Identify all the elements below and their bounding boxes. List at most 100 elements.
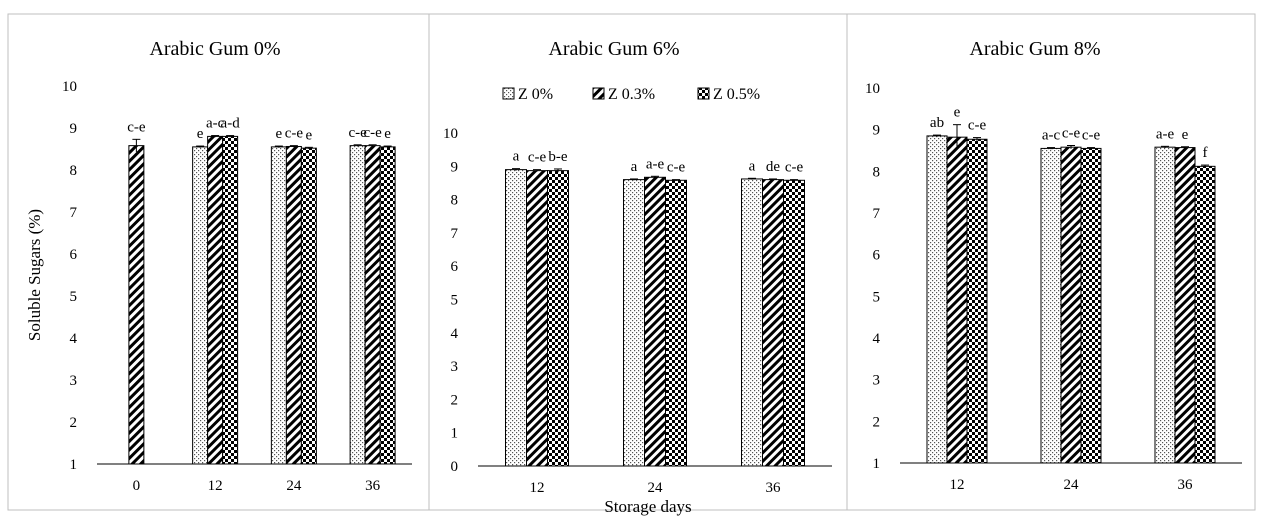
significance-letter: e — [1182, 127, 1189, 143]
y-tick-label: 7 — [873, 206, 881, 222]
significance-letter: c-e — [528, 150, 547, 166]
y-tick-label: 9 — [70, 121, 78, 137]
panel-frame-3 — [846, 13, 1256, 511]
significance-letter: c-e — [1062, 126, 1081, 142]
chart-title-2: Arabic Gum 6% — [548, 38, 679, 60]
y-tick-label: 6 — [70, 247, 78, 263]
x-tick-label: 24 — [648, 480, 664, 496]
bar-z03 — [1174, 147, 1196, 464]
bar-z05 — [222, 135, 239, 465]
y-tick-label: 5 — [451, 293, 459, 309]
bar-z0 — [741, 178, 763, 467]
significance-letter: a-d — [221, 116, 241, 132]
bar-z05 — [783, 179, 805, 467]
significance-letter: e — [276, 126, 283, 142]
significance-letter: a-e — [1156, 126, 1175, 142]
y-tick-label: 10 — [443, 126, 458, 142]
legend-swatch-z05 — [697, 87, 710, 100]
significance-letter: c-e — [127, 119, 146, 135]
significance-letter: c-e — [667, 160, 686, 176]
y-tick-label: 3 — [873, 373, 881, 389]
bar-z03 — [207, 135, 224, 465]
significance-letter: a — [749, 158, 756, 174]
x-tick-label: 0 — [133, 478, 141, 494]
y-tick-label: 8 — [70, 163, 78, 179]
bar-z0 — [623, 179, 645, 467]
bar-z05 — [1194, 165, 1216, 464]
bar-z0 — [926, 135, 948, 464]
bar-z0 — [1040, 147, 1062, 464]
y-tick-label: 5 — [70, 289, 78, 305]
y-tick-label: 8 — [873, 164, 881, 180]
significance-letter: c-e — [1082, 128, 1101, 144]
bar-z05 — [379, 146, 396, 465]
significance-letter: de — [766, 159, 781, 175]
significance-letter: a — [631, 159, 638, 175]
significance-letter: e — [197, 126, 204, 142]
significance-letter: b-e — [548, 149, 567, 165]
x-tick-label: 12 — [950, 477, 965, 493]
y-tick-label: 8 — [451, 193, 459, 209]
chart-title-3: Arabic Gum 8% — [969, 38, 1100, 60]
y-tick-label: 3 — [70, 373, 78, 389]
bar-z0 — [349, 145, 366, 465]
significance-letter: e — [384, 126, 391, 142]
y-tick-label: 4 — [451, 326, 459, 342]
x-axis-label: Storage days — [604, 497, 691, 516]
legend-label-z0: Z 0% — [518, 86, 553, 103]
y-tick-label: 1 — [873, 456, 881, 472]
significance-letter: c-e — [348, 125, 367, 141]
bar-z03 — [128, 145, 145, 465]
bar-z03 — [762, 179, 784, 467]
y-tick-label: 0 — [451, 459, 459, 475]
x-tick-label: 36 — [1178, 477, 1194, 493]
x-tick-label: 36 — [766, 480, 782, 496]
y-tick-label: 10 — [62, 79, 77, 95]
y-tick-label: 1 — [70, 457, 78, 473]
y-tick-label: 6 — [873, 248, 881, 264]
chart-title-1: Arabic Gum 0% — [149, 38, 280, 60]
legend-swatch-z0 — [502, 87, 515, 100]
y-axis-label: Soluble Sugars (%) — [25, 209, 44, 341]
significance-letter: c-e — [363, 125, 382, 141]
legend-label-z03: Z 0.3% — [608, 86, 655, 103]
significance-letter: f — [1203, 145, 1208, 161]
y-tick-label: 9 — [873, 123, 881, 139]
significance-letter: c-e — [785, 160, 804, 176]
significance-letter: e — [306, 127, 313, 143]
bar-z0 — [270, 146, 287, 465]
bar-z03 — [644, 176, 666, 467]
y-tick-label: 4 — [873, 331, 881, 347]
y-tick-label: 2 — [451, 392, 459, 408]
bar-z05 — [1080, 147, 1102, 464]
y-tick-label: 1 — [451, 426, 459, 442]
x-tick-label: 12 — [208, 478, 223, 494]
significance-letter: c-e — [968, 118, 987, 134]
y-tick-label: 7 — [451, 226, 459, 242]
significance-letter: a — [513, 149, 520, 165]
bar-z03 — [364, 145, 381, 465]
y-tick-label: 2 — [873, 414, 881, 430]
bar-z05 — [966, 138, 988, 464]
bar-z03 — [1060, 146, 1082, 464]
bar-z05 — [665, 179, 687, 467]
significance-letter: a-c — [1042, 128, 1061, 144]
y-tick-label: 7 — [70, 205, 78, 221]
bar-z03 — [526, 170, 548, 467]
y-tick-label: 4 — [70, 331, 78, 347]
x-tick-label: 24 — [286, 478, 302, 494]
x-tick-label: 24 — [1064, 477, 1080, 493]
significance-letter: e — [954, 105, 961, 121]
bar-z03 — [285, 145, 302, 465]
significance-letter: ab — [930, 115, 944, 131]
significance-letter: c-e — [285, 126, 304, 142]
legend-label-z05: Z 0.5% — [713, 86, 760, 103]
significance-letter: a-e — [646, 156, 665, 172]
x-tick-label: 36 — [365, 478, 381, 494]
significance-letter: a-c — [206, 116, 225, 132]
y-tick-label: 5 — [873, 289, 881, 305]
bar-z05 — [547, 170, 569, 467]
